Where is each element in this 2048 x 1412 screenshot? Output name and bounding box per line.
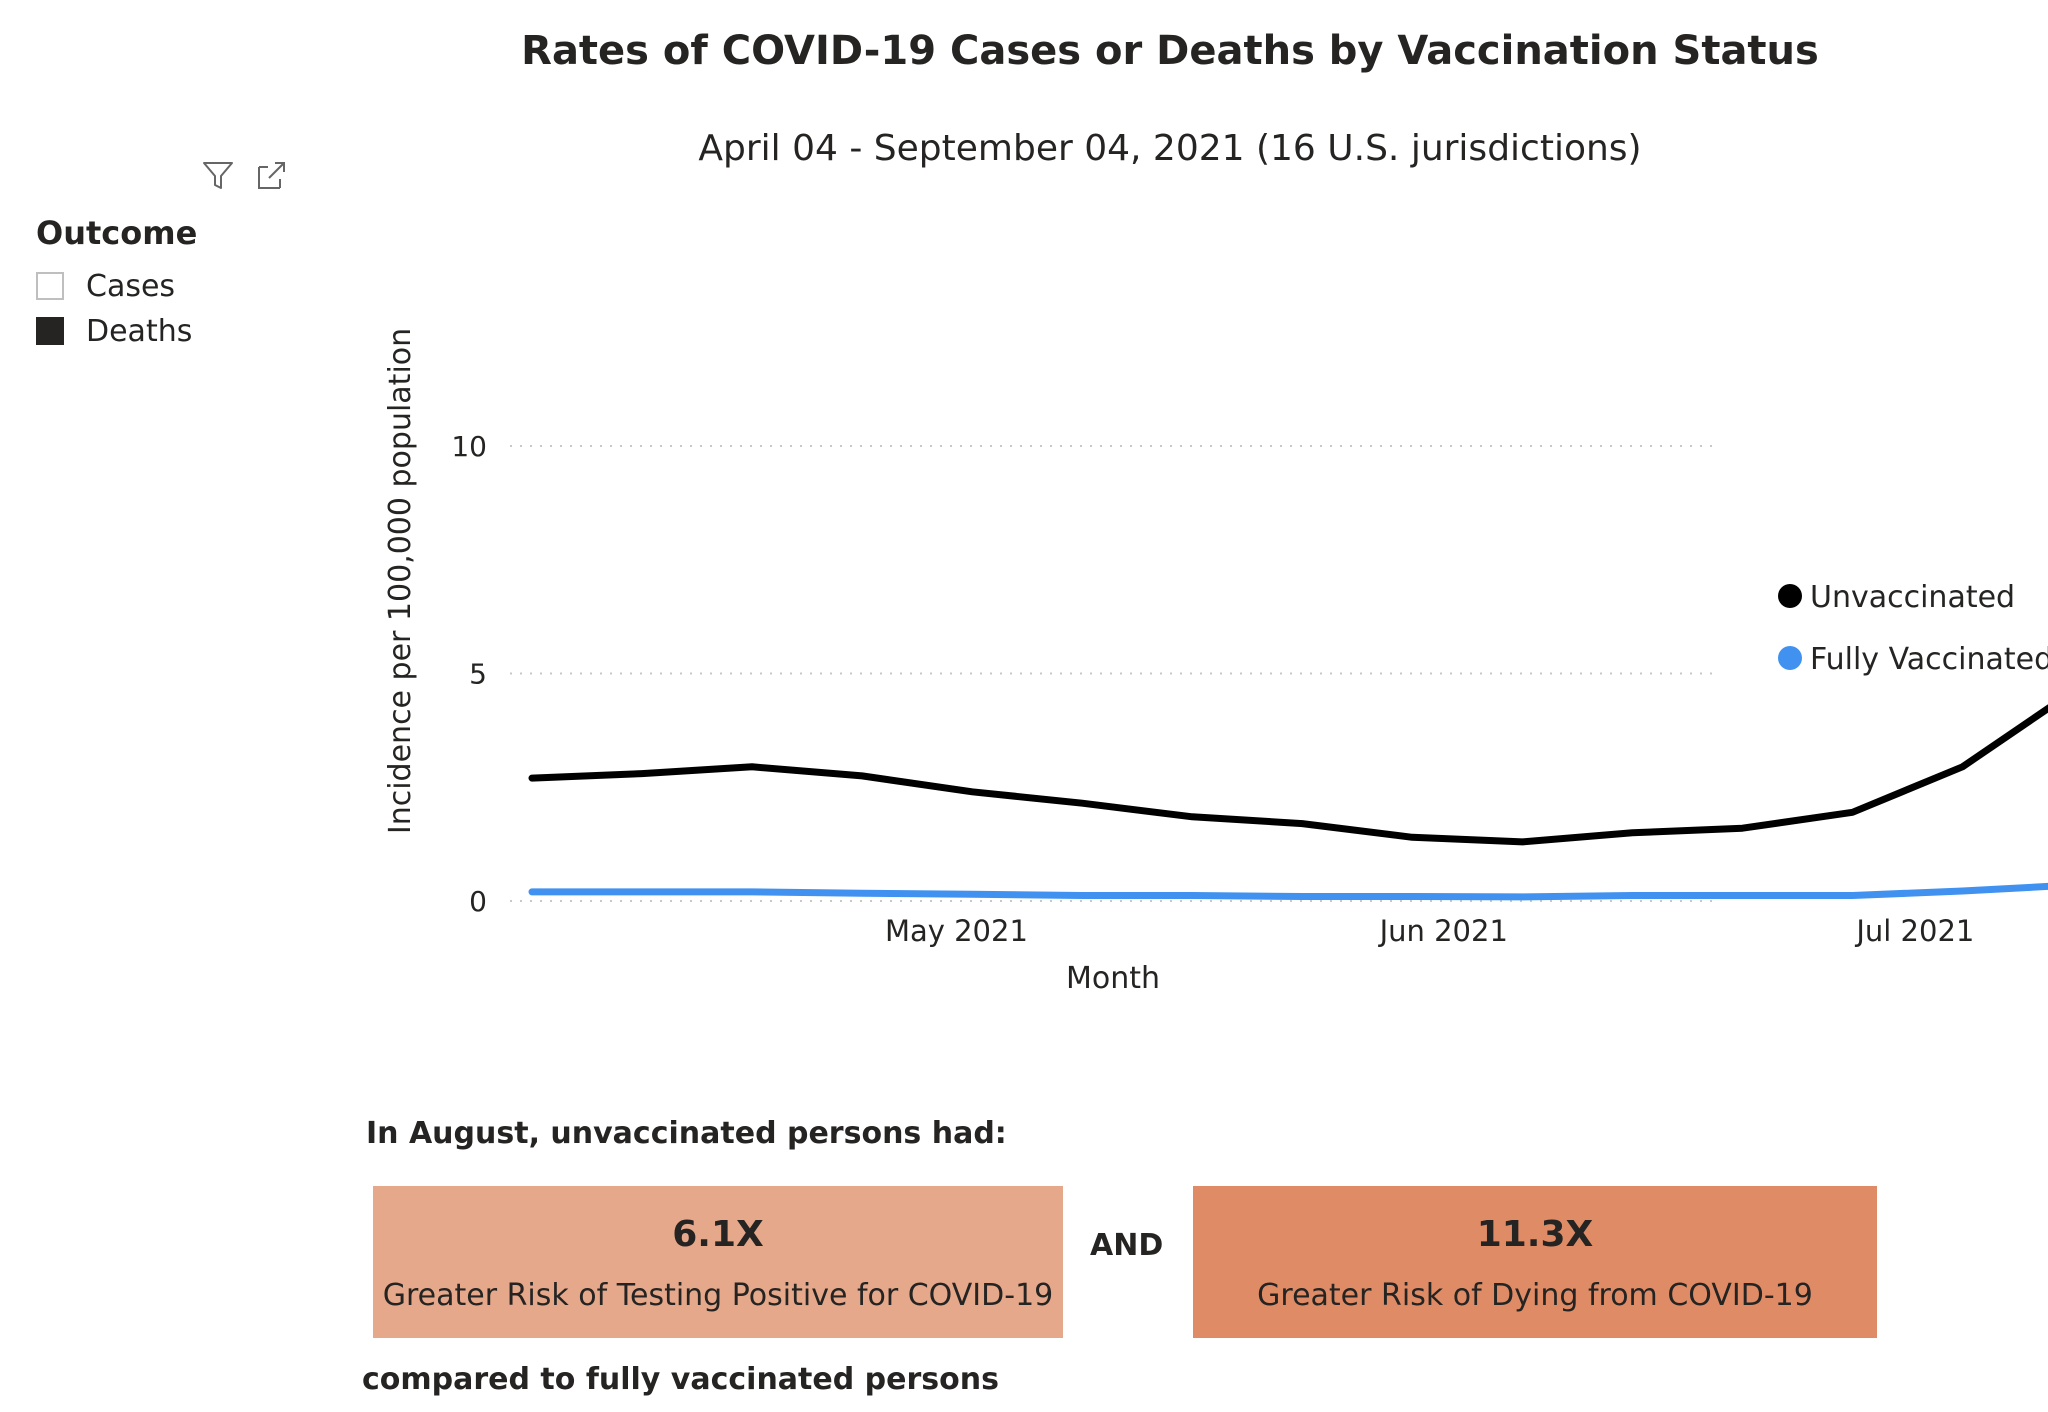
y-axis-ticks: 0 5 10 bbox=[451, 430, 487, 918]
checkbox-cases[interactable] bbox=[36, 272, 64, 300]
chart-title: Rates of COVID-19 Cases or Deaths by Vac… bbox=[521, 28, 1819, 74]
gridlines bbox=[510, 445, 1720, 902]
series-line-fully-vaccinated[interactable] bbox=[528, 846, 2048, 901]
legend-label[interactable]: Unvaccinated bbox=[1810, 580, 2015, 615]
y-tick-label: 10 bbox=[451, 430, 487, 463]
slicer-item-deaths[interactable]: Deaths bbox=[36, 311, 192, 351]
filter-icon[interactable] bbox=[200, 157, 236, 193]
focus-mode-icon[interactable] bbox=[254, 157, 290, 193]
summary-intro: In August, unvaccinated persons had: bbox=[366, 1116, 1007, 1151]
card-value: 11.3X bbox=[1476, 1214, 1594, 1255]
x-tick-label: May 2021 bbox=[885, 914, 1028, 948]
series-lines bbox=[528, 296, 2048, 901]
legend-marker bbox=[1778, 584, 1802, 608]
x-tick-label: Jul 2021 bbox=[1854, 914, 1974, 948]
y-tick-label: 0 bbox=[469, 885, 487, 918]
legend: Unvaccinated Fully Vaccinated bbox=[1778, 580, 2048, 677]
x-tick-label: Jun 2021 bbox=[1378, 914, 1508, 948]
legend-label[interactable]: Fully Vaccinated bbox=[1810, 642, 2048, 677]
slicer-item-label: Deaths bbox=[86, 313, 193, 349]
series-line-unvaccinated[interactable] bbox=[528, 296, 2048, 846]
legend-marker bbox=[1778, 646, 1802, 670]
x-axis-label: Month bbox=[1066, 961, 1160, 996]
card-label: Greater Risk of Testing Positive for COV… bbox=[382, 1278, 1054, 1313]
card-label: Greater Risk of Dying from COVID-19 bbox=[1257, 1278, 1813, 1313]
slicer-title: Outcome bbox=[36, 214, 198, 252]
y-tick-label: 5 bbox=[469, 658, 487, 691]
summary-outro: compared to fully vaccinated persons bbox=[362, 1362, 999, 1397]
card-value: 6.1X bbox=[672, 1214, 764, 1255]
slicer-item-cases[interactable]: Cases bbox=[36, 266, 175, 306]
and-label: AND bbox=[1090, 1228, 1164, 1263]
risk-card-positive: 6.1X Greater Risk of Testing Positive fo… bbox=[373, 1186, 1063, 1338]
chart-subtitle: April 04 - September 04, 2021 (16 U.S. j… bbox=[698, 128, 1642, 169]
risk-card-dying: 11.3X Greater Risk of Dying from COVID-1… bbox=[1193, 1186, 1877, 1338]
y-axis-label: Incidence per 100,000 population bbox=[383, 328, 418, 834]
slicer-item-label: Cases bbox=[86, 268, 176, 304]
checkbox-deaths[interactable] bbox=[36, 317, 64, 345]
